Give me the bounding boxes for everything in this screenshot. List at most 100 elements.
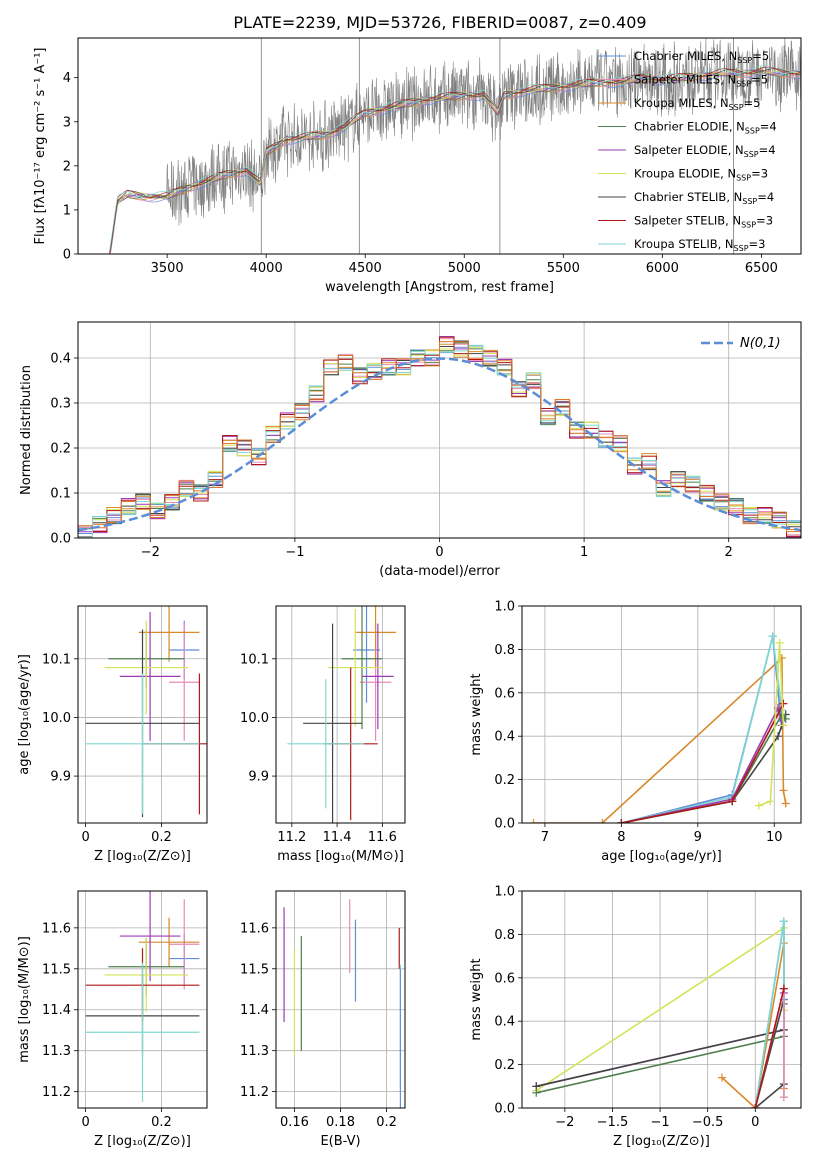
plot-area — [109, 38, 801, 254]
mass-weight-point — [775, 638, 784, 647]
mass-weight-point — [754, 801, 763, 810]
model-spectrum-line — [109, 69, 801, 254]
x-tick-label: −1 — [650, 1115, 669, 1130]
axes-border — [521, 890, 802, 1109]
legend-suffix: =4 — [759, 143, 776, 157]
spectrum-panel: 3500 4000 4500 5000 5500 6000 6500 0 1 2 3 4 wavelen… — [33, 37, 802, 295]
x-tick-label: 2 — [725, 545, 733, 560]
mass-vs-metallicity-panel: 0 0.2 11.2 11.3 11.4 11.5 11.6 Z [log₁₀(Z/Z⊙)] m… — [17, 890, 208, 1149]
model-spectrum-line — [109, 68, 801, 254]
y-tick-label: 10.1 — [240, 652, 269, 667]
legend-label: Salpeter ELODIE, N — [634, 143, 744, 157]
x-tick-label: 0 — [81, 830, 89, 845]
y-tick-label: 0.8 — [494, 643, 515, 658]
x-axis-label: (data-model)/error — [379, 564, 500, 579]
mass-weight-vs-metallicity-panel: −2 −1.5 −1 −0.5 0 0.0 0.2 0.4 0.6 0.8 1.0 Z [log₁₀(… — [469, 885, 802, 1149]
grid-lines — [276, 891, 405, 1108]
axes-frame: −2 −1 0 1 2 0.0 0.1 0.2 0.3 0.4 (data-model)/error… — [19, 321, 802, 579]
mass-weight-point — [617, 819, 626, 823]
model-spectrum-line — [109, 65, 801, 251]
legend-suffix: =3 — [751, 167, 768, 181]
mass-weight-point — [766, 797, 775, 806]
axes-border — [77, 890, 208, 1109]
mass-weight-series — [621, 636, 783, 823]
legend-entry: Chabrier STELIB, NSSP=4 — [634, 190, 774, 206]
legend-suffix: =5 — [744, 96, 761, 110]
x-tick-label: 10 — [766, 830, 783, 845]
mass-weight-point — [779, 984, 788, 993]
x-tick-label: −0.5 — [692, 1115, 724, 1130]
x-tick-label: 0.2 — [151, 830, 172, 845]
legend-label: Kroupa MILES, N — [634, 96, 729, 110]
plot-area — [85, 606, 207, 818]
legend-entry: Salpeter ELODIE, NSSP=4 — [634, 143, 776, 159]
mass-weight-point — [779, 699, 788, 708]
y-tick-label: 1.0 — [494, 600, 515, 615]
legend-label: Salpeter MILES, N — [634, 73, 736, 87]
plot-area — [283, 899, 401, 1108]
x-tick-label: 5000 — [448, 261, 481, 276]
mass-weight-point — [768, 632, 777, 641]
y-tick-label: 0.0 — [494, 817, 515, 832]
x-axis-label: Z [log₁₀(Z/Z⊙)] — [94, 849, 191, 864]
x-tick-label: 0.18 — [326, 1115, 355, 1130]
y-tick-label: 0.2 — [494, 773, 515, 788]
y-tick-label: 0.4 — [494, 1015, 515, 1030]
legend-entry: Salpeter MILES, NSSP=5 — [634, 73, 768, 89]
y-tick-label: 11.5 — [42, 962, 71, 977]
legend-suffix: =4 — [757, 190, 774, 204]
x-axis-label: E(B-V) — [320, 1134, 360, 1149]
x-tick-label: −1.5 — [597, 1115, 629, 1130]
y-tick-label: 11.2 — [240, 1085, 269, 1100]
axes-border — [521, 605, 802, 824]
mass-weight-series — [621, 636, 783, 823]
x-tick-label: 8 — [617, 830, 625, 845]
model-spectrum-line — [109, 72, 801, 254]
x-tick-label: 1 — [580, 545, 588, 560]
mass-weight-point — [779, 786, 788, 795]
x-tick-label: 0 — [81, 1115, 89, 1130]
legend-label: Salpeter STELIB, N — [634, 214, 741, 228]
mass-weight-point — [779, 721, 788, 730]
y-tick-label: 10.0 — [42, 711, 71, 726]
x-tick-label: 5500 — [547, 261, 580, 276]
x-tick-label: 11.2 — [277, 830, 306, 845]
x-tick-label: 3500 — [151, 261, 184, 276]
legend-suffix: =3 — [756, 214, 773, 228]
y-tick-label: 0.6 — [494, 971, 515, 986]
axes-frame: 0 0.2 9.9 10.0 10.1 Z [log₁₀(Z/Z⊙)] age [log₁₀… — [17, 605, 208, 864]
x-tick-label: 0.16 — [280, 1115, 309, 1130]
y-tick-label: 9.9 — [50, 770, 71, 785]
x-tick-label: 4000 — [250, 261, 283, 276]
mass-weight-point — [532, 1088, 541, 1097]
x-axis-label: wavelength [Angstrom, rest frame] — [325, 280, 554, 295]
y-tick-label: 0 — [63, 248, 71, 263]
residual-histogram — [78, 341, 801, 533]
y-tick-label: 11.2 — [42, 1085, 71, 1100]
legend-label: Kroupa ELODIE, N — [634, 167, 736, 181]
y-tick-label: 11.6 — [240, 921, 269, 936]
y-tick-label: 11.4 — [240, 1003, 269, 1018]
legend-label: Chabrier STELIB, N — [634, 190, 742, 204]
legend-entry: Kroupa ELODIE, NSSP=3 — [634, 167, 768, 183]
plot-area — [529, 632, 790, 823]
mass-weight-series — [758, 642, 785, 807]
age-vs-metallicity-panel: 0 0.2 9.9 10.0 10.1 Z [log₁₀(Z/Z⊙)] age [log₁₀… — [17, 605, 208, 864]
grid-lines — [522, 605, 801, 824]
legend-label: Chabrier MILES, N — [634, 49, 737, 63]
axes-frame: 0 0.2 11.2 11.3 11.4 11.5 11.6 Z [log₁₀(Z/Z⊙)] m… — [17, 890, 208, 1149]
legend-subscript: SSP — [736, 80, 751, 89]
model-spectrum-line — [109, 69, 801, 254]
mass-weight-point — [779, 917, 788, 926]
axes-border — [275, 605, 406, 824]
axes-frame: −2 −1.5 −1 −0.5 0 0.0 0.2 0.4 0.6 0.8 1.0 Z [log₁₀(… — [469, 885, 802, 1149]
mass-weight-point — [717, 1073, 726, 1082]
x-tick-label: 11.6 — [368, 830, 397, 845]
y-axis-label: mass [log₁₀(M/M⊙)] — [17, 936, 32, 1063]
legend-suffix: =5 — [752, 49, 769, 63]
legend-subscript: SSP — [737, 56, 752, 65]
y-tick-label: 1 — [63, 203, 71, 218]
x-axis-label: mass [log₁₀(M/M⊙)] — [277, 849, 404, 864]
mass-weight-point — [779, 1093, 788, 1102]
